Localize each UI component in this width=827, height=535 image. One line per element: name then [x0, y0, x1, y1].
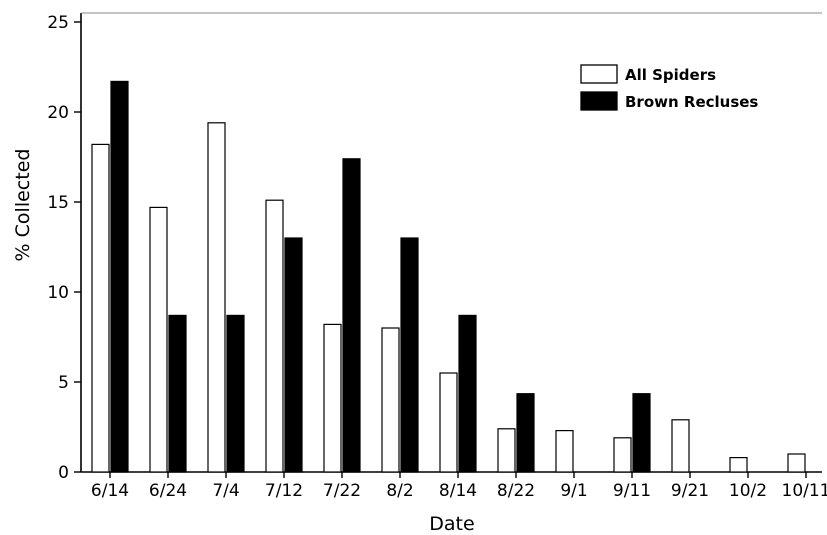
bar-all-spiders — [671, 419, 690, 473]
bars — [91, 80, 806, 473]
bar-brown-recluses — [516, 393, 535, 473]
x-tick-label: 9/1 — [560, 481, 587, 501]
x-tick-label: 6/24 — [149, 481, 187, 501]
x-tick-label: 8/2 — [386, 481, 413, 501]
x-tick-label: 7/22 — [323, 481, 361, 501]
x-tick-label: 8/14 — [439, 481, 477, 501]
bar-brown-recluses — [110, 80, 129, 473]
x-axis-title: Date — [429, 513, 474, 535]
bar-brown-recluses — [342, 158, 361, 473]
bar-all-spiders — [787, 453, 806, 473]
x-tick-label: 9/11 — [613, 481, 651, 501]
x-tick-label: 7/12 — [265, 481, 303, 501]
y-tick-label: 5 — [58, 373, 69, 393]
bar-all-spiders — [439, 372, 458, 473]
y-tick-label: 0 — [58, 463, 69, 483]
bar-brown-recluses — [400, 237, 419, 473]
bar-all-spiders — [555, 430, 574, 473]
legend: All Spiders Brown Recluses — [580, 64, 758, 111]
y-tick-label: 10 — [47, 283, 69, 303]
bar-all-spiders — [729, 457, 748, 473]
x-tick-label: 6/14 — [91, 481, 129, 501]
y-tick-label: 25 — [47, 13, 69, 33]
bar-all-spiders — [265, 199, 284, 473]
y-tick-label: 20 — [47, 103, 69, 123]
bar-all-spiders — [149, 206, 168, 473]
bar-all-spiders — [613, 437, 632, 473]
bar-brown-recluses — [168, 314, 187, 473]
y-tick-label: 15 — [47, 193, 69, 213]
bar-brown-recluses — [458, 314, 477, 473]
y-ticks: 0 5 10 15 20 25 — [47, 13, 81, 483]
bar-all-spiders — [497, 428, 516, 473]
legend-swatch-brown-recluses — [580, 91, 618, 111]
y-axis-title: % Collected — [12, 149, 34, 262]
bar-all-spiders — [381, 327, 400, 473]
x-ticks: 6/14 6/24 7/4 7/12 7/22 8/2 8/14 8/22 9/1 9/11 9/2… — [91, 472, 827, 501]
legend-label-all-spiders: All Spiders — [625, 66, 716, 84]
bar-brown-recluses — [284, 237, 303, 473]
legend-label-brown-recluses: Brown Recluses — [625, 93, 758, 111]
bar-brown-recluses — [632, 393, 651, 473]
x-tick-label: 10/2 — [729, 481, 767, 501]
x-tick-label: 10/11 — [782, 481, 827, 501]
x-tick-label: 7/4 — [212, 481, 239, 501]
bar-all-spiders — [323, 323, 342, 473]
x-tick-label: 9/21 — [671, 481, 709, 501]
bar-brown-recluses — [226, 314, 245, 473]
legend-swatch-all-spiders — [580, 64, 618, 84]
x-tick-label: 8/22 — [497, 481, 535, 501]
bar-all-spiders — [91, 143, 110, 473]
bar-all-spiders — [207, 122, 226, 473]
